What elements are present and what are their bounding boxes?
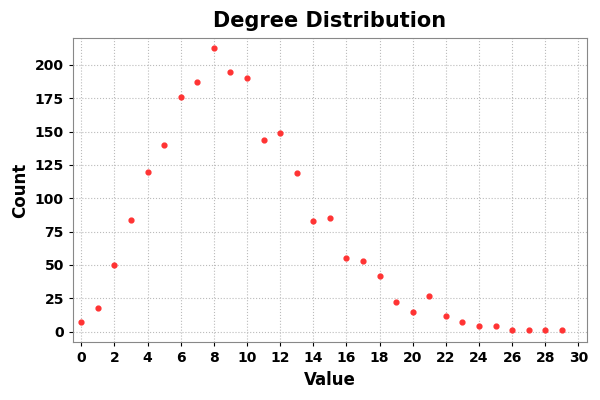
Point [275, 130, 285, 136]
Point [226, 68, 235, 75]
Point [408, 308, 418, 315]
Point [425, 292, 434, 299]
Point [126, 216, 136, 223]
Point [176, 94, 185, 100]
Point [308, 218, 318, 224]
Point [76, 319, 86, 326]
Point [358, 258, 368, 264]
Title: Degree Distribution: Degree Distribution [213, 11, 446, 31]
Point [491, 323, 500, 330]
Point [292, 170, 302, 176]
Point [391, 299, 401, 306]
Point [325, 215, 335, 222]
X-axis label: Value: Value [304, 371, 356, 389]
Point [557, 327, 567, 334]
Point [193, 79, 202, 86]
Point [375, 272, 385, 279]
Point [209, 44, 218, 51]
Point [143, 168, 152, 175]
Point [259, 136, 268, 143]
Point [93, 304, 103, 311]
Point [541, 327, 550, 334]
Point [458, 319, 467, 326]
Point [508, 327, 517, 334]
Point [524, 327, 533, 334]
Point [474, 323, 484, 330]
Point [160, 142, 169, 148]
Point [341, 255, 351, 262]
Point [441, 312, 451, 319]
Point [110, 262, 119, 268]
Point [242, 75, 252, 82]
Y-axis label: Count: Count [11, 163, 29, 218]
